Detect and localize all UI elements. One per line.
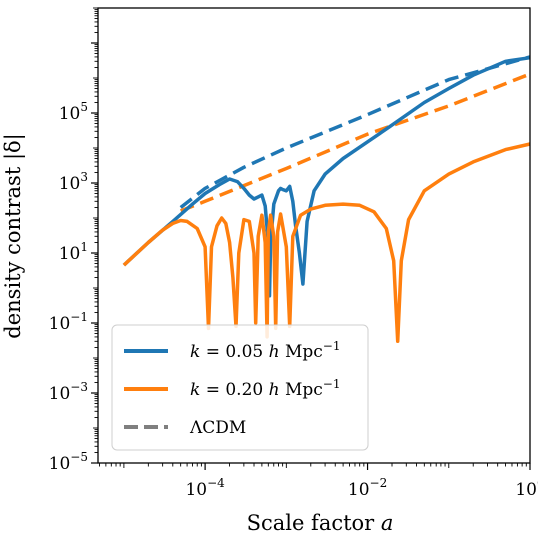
series-2-dashed-line	[179, 55, 531, 209]
x-tick-label: 10−4	[185, 476, 225, 500]
ticks-layer: 10−4 10−2 100 10−5 10−3 10−1 101 103 105	[49, 7, 538, 500]
y-axis-title: density contrast |δ|	[1, 133, 26, 338]
y-tick-label: 103	[59, 170, 88, 194]
series-3-dashed-line	[180, 72, 531, 213]
y-tick-label: 101	[59, 240, 88, 264]
legend-label-k020: k = 0.20 h Mpc−1	[190, 377, 341, 400]
x-tick-label: 10−2	[348, 476, 387, 500]
y-tick-label: 10−1	[49, 310, 88, 334]
y-tick-label: 105	[59, 100, 88, 124]
legend-label-lcdm: ΛCDM	[189, 418, 246, 438]
plot-frame	[97, 7, 531, 464]
series-0-line	[122, 55, 531, 298]
legend: k = 0.05 h Mpc−1 k = 0.20 h Mpc−1 ΛCDM	[111, 324, 369, 451]
legend-box	[111, 324, 369, 451]
x-tick-label: 100	[515, 476, 538, 500]
y-tick-label: 10−3	[49, 380, 88, 404]
curves-layer	[122, 55, 531, 344]
legend-label-k005: k = 0.05 h Mpc−1	[190, 339, 341, 362]
series-1-line	[122, 142, 531, 344]
x-axis-title: Scale factor a	[247, 511, 394, 535]
y-tick-label: 10−5	[49, 450, 88, 474]
